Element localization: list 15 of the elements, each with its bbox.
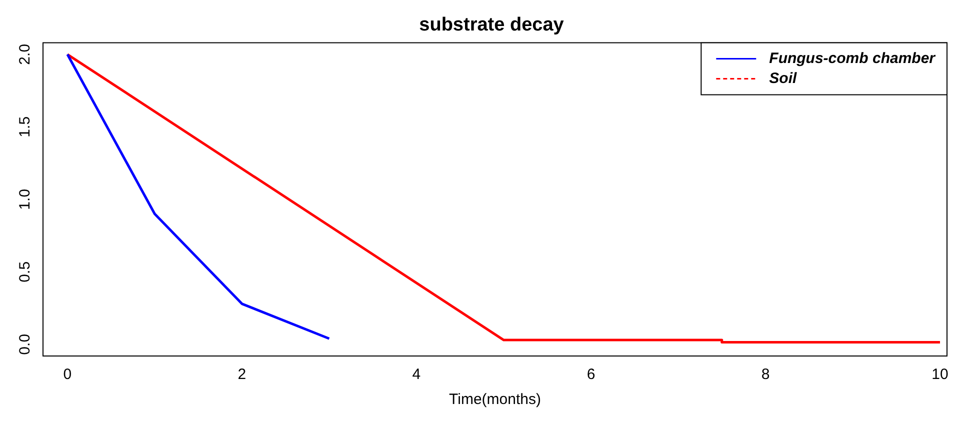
x-tick-label: 10	[932, 366, 948, 384]
x-tick-label: 2	[238, 366, 246, 384]
y-tick-label: 0.0	[16, 334, 34, 355]
x-tick-label: 4	[412, 366, 421, 384]
x-tick-label: 8	[761, 366, 770, 384]
y-tick-label: 1.0	[16, 188, 34, 210]
x-tick-label: 6	[586, 366, 596, 384]
x-axis-title: Time(months)	[449, 391, 541, 408]
y-tick-label: 2.0	[16, 44, 34, 65]
chart-title: substrate decay	[419, 14, 564, 36]
y-tick-label: 0.5	[16, 261, 34, 282]
legend-label: Fungus-comb chamber	[769, 50, 936, 67]
x-tick-label: 0	[63, 366, 72, 384]
legend-label: Soil	[769, 70, 798, 87]
y-tick-label: 1.5	[16, 116, 34, 138]
